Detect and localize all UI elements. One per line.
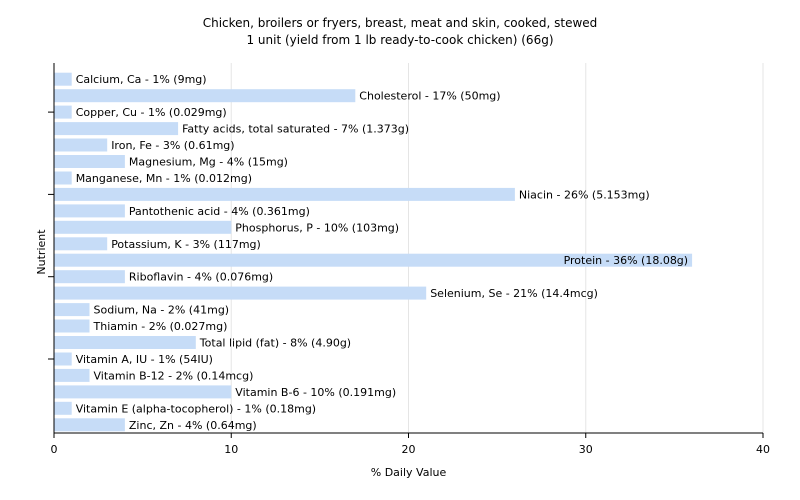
bar <box>54 204 125 218</box>
bar <box>54 237 108 251</box>
bar-label: Total lipid (fat) - 8% (4.90g) <box>199 337 351 350</box>
bar-label: Copper, Cu - 1% (0.029mg) <box>76 106 227 119</box>
bar-label: Niacin - 26% (5.153mg) <box>519 188 650 201</box>
chart-subtitle: 1 unit (yield from 1 lb ready-to-cook ch… <box>246 33 554 47</box>
bar-label: Potassium, K - 3% (117mg) <box>111 238 261 251</box>
bar-label: Vitamin E (alpha-tocopherol) - 1% (0.18m… <box>76 402 316 415</box>
bar <box>54 336 196 349</box>
bar <box>54 105 72 119</box>
bar-label: Vitamin A, IU - 1% (54IU) <box>76 353 213 366</box>
bar <box>54 138 108 152</box>
bar <box>54 187 515 201</box>
bar <box>54 270 125 284</box>
y-axis-title: Nutrient <box>35 229 48 275</box>
bar-label: Protein - 36% (18.08g) <box>564 254 689 267</box>
x-axis-title: % Daily Value <box>371 466 447 479</box>
bar-label: Calcium, Ca - 1% (9mg) <box>76 73 207 86</box>
bar <box>54 418 125 432</box>
bar <box>54 155 125 168</box>
bar-label: Fatty acids, total saturated - 7% (1.373… <box>182 123 409 136</box>
bar <box>54 72 72 86</box>
bars: Calcium, Ca - 1% (9mg) Cholesterol - 17% … <box>54 72 693 432</box>
bar-label: Vitamin B-12 - 2% (0.14mcg) <box>94 369 254 382</box>
bar <box>54 286 427 300</box>
bar-label: Phosphorus, P - 10% (103mg) <box>235 221 399 234</box>
bar <box>54 122 179 136</box>
bar-label: Riboflavin - 4% (0.076mg) <box>129 271 273 284</box>
bar-label: Sodium, Na - 2% (41mg) <box>94 304 230 317</box>
bar <box>54 385 232 399</box>
bar-label: Magnesium, Mg - 4% (15mg) <box>129 156 288 169</box>
x-tick-label: 40 <box>756 443 770 456</box>
bar <box>54 368 90 382</box>
bar-label: Vitamin B-6 - 10% (0.191mg) <box>235 386 396 399</box>
bar-label: Thiamin - 2% (0.027mg) <box>93 320 228 333</box>
bar <box>54 352 72 366</box>
x-tick-label: 0 <box>51 443 58 456</box>
chart-title: Chicken, broilers or fryers, breast, mea… <box>202 16 598 30</box>
axes: 0 10 20 30 40 <box>48 63 770 456</box>
bar-label: Zinc, Zn - 4% (0.64mg) <box>129 419 257 432</box>
x-tick-label: 20 <box>402 443 416 456</box>
bar <box>54 253 693 267</box>
bar <box>54 319 90 333</box>
bar-label: Manganese, Mn - 1% (0.012mg) <box>76 172 252 185</box>
bar-label: Selenium, Se - 21% (14.4mcg) <box>430 287 598 300</box>
bar <box>54 89 356 103</box>
bar-label: Iron, Fe - 3% (0.61mg) <box>111 139 234 152</box>
x-tick-label: 30 <box>579 443 593 456</box>
bar <box>54 220 232 234</box>
bar <box>54 401 72 415</box>
bar-label: Pantothenic acid - 4% (0.361mg) <box>129 205 310 218</box>
bar <box>54 171 72 185</box>
bar <box>54 303 90 317</box>
bar-label: Cholesterol - 17% (50mg) <box>359 90 500 103</box>
grid-lines <box>230 63 764 433</box>
x-tick-label: 10 <box>224 443 238 456</box>
